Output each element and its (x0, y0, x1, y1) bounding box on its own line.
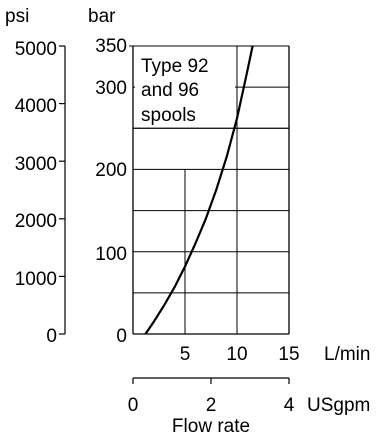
bar-tick-label: 200 (95, 160, 127, 181)
psi-axis-unit: psi (5, 6, 29, 27)
plot-grid (133, 45, 289, 334)
bar-tick-label: 0 (116, 326, 127, 347)
bar-tick-label: 350 (95, 36, 127, 57)
usgpm-tick-label: 0 (128, 395, 139, 416)
annotation-line-2: and 96 (141, 80, 199, 101)
bar-tick-label: 300 (95, 78, 127, 99)
psi-tick-label: 4000 (15, 96, 57, 117)
curve-layer (144, 45, 254, 335)
psi-tick-label: 2000 (15, 211, 57, 232)
annotation-box (135, 47, 235, 128)
pressure-flow-curve (144, 45, 254, 335)
usgpm-tick-label: 4 (284, 395, 295, 416)
bar-axis-unit: bar (88, 6, 116, 27)
usgpm-axis-unit: USgpm (307, 395, 370, 416)
bar-tick-label: 100 (95, 244, 127, 265)
psi-tick-label: 1000 (15, 269, 57, 290)
psi-tick-label: 3000 (15, 154, 57, 175)
psi-tick-label: 5000 (15, 39, 57, 60)
psi-tick-label: 0 (46, 326, 57, 347)
usgpm-tick-label: 2 (206, 395, 217, 416)
lmin-axis-unit: L/min (324, 344, 370, 365)
lmin-tick-label: 10 (226, 344, 247, 365)
annotation-line-3: spools (141, 105, 196, 126)
annotation-line-1: Type 92 (141, 56, 209, 77)
x-axis-title: Flow rate (172, 416, 250, 437)
lmin-tick-label: 15 (278, 344, 299, 365)
lmin-tick-label: 5 (180, 344, 191, 365)
plot-axes (59, 45, 290, 384)
